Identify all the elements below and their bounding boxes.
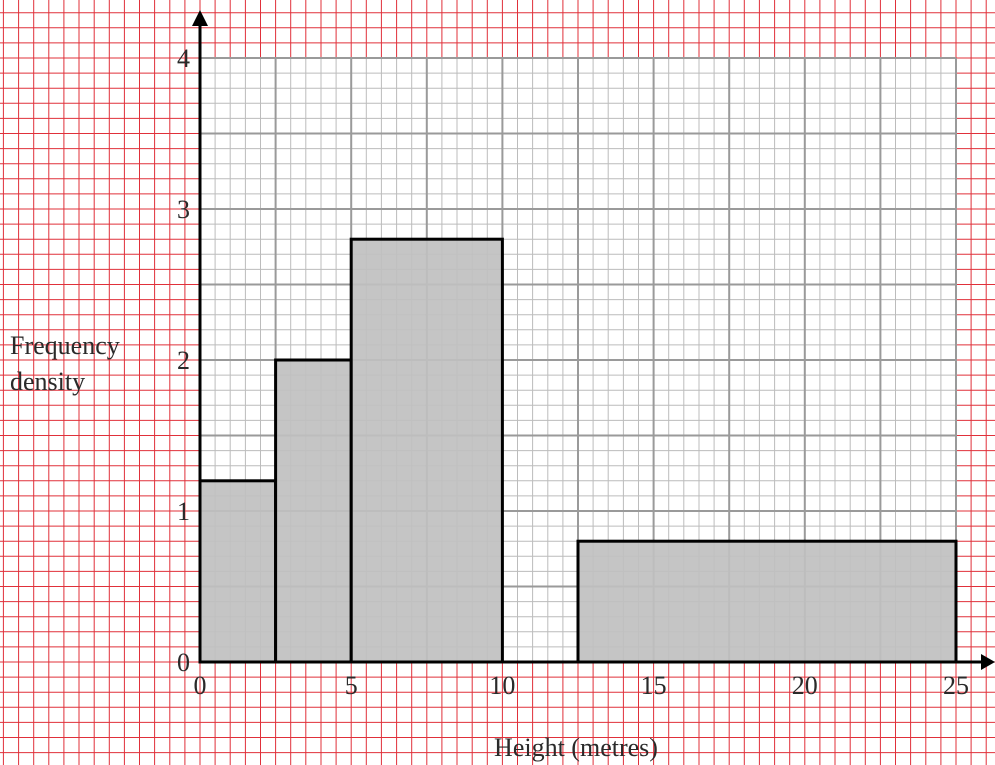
x-tick-label: 0 — [194, 671, 207, 700]
y-axis-arrowhead — [192, 10, 208, 26]
histogram-bar — [576, 539, 958, 664]
tick-labels-group: 0 5 10 15 20 25 0 1 2 3 4 — [177, 44, 969, 700]
x-tick-label: 5 — [345, 671, 358, 700]
histogram-bar — [274, 358, 353, 664]
x-axis-title: Height (metres) — [494, 733, 658, 762]
y-tick-label: 3 — [177, 195, 190, 224]
x-tick-label: 10 — [489, 671, 515, 700]
bars-group — [198, 237, 958, 664]
y-tick-label: 2 — [177, 346, 190, 375]
x-tick-label: 25 — [943, 671, 969, 700]
histogram-bar — [198, 479, 278, 664]
axes-group — [192, 10, 995, 670]
y-axis-title-line-2: density — [10, 367, 85, 396]
y-tick-label: 1 — [177, 497, 190, 526]
x-tick-label: 15 — [641, 671, 667, 700]
histogram-bar — [349, 237, 504, 664]
x-tick-label: 20 — [792, 671, 818, 700]
x-axis-arrowhead — [981, 654, 995, 670]
y-axis-title-line-1: Frequency — [10, 331, 120, 360]
y-tick-label: 4 — [177, 44, 190, 73]
y-tick-label: 0 — [177, 648, 190, 677]
